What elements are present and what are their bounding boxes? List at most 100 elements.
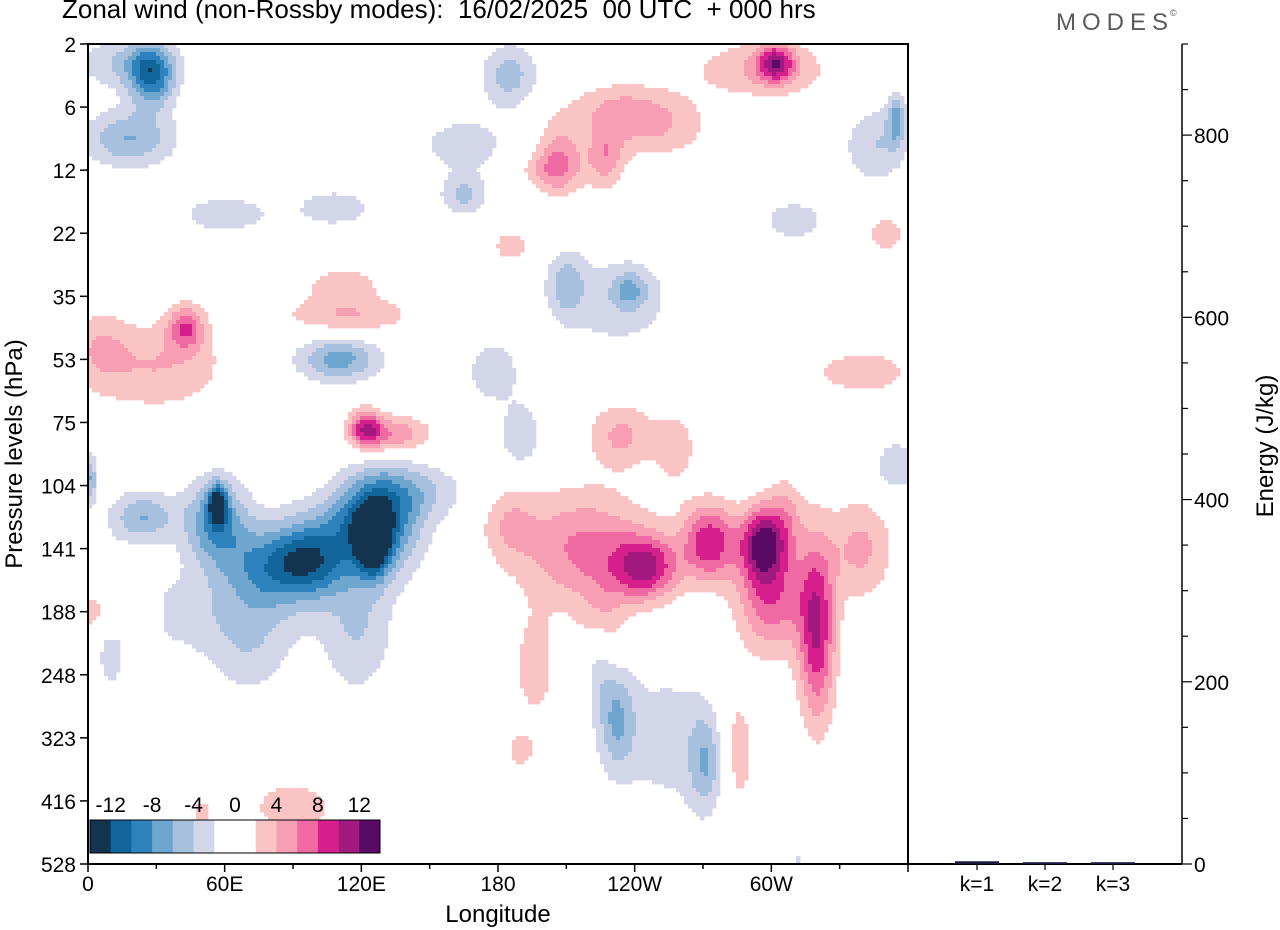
field-cell xyxy=(596,168,601,173)
field-cell xyxy=(520,432,525,437)
field-cell xyxy=(888,364,893,369)
field-cell xyxy=(804,48,809,53)
field-cell xyxy=(500,56,505,61)
field-cell xyxy=(204,360,209,365)
field-cell xyxy=(732,72,737,77)
field-cell xyxy=(468,164,473,169)
field-cell xyxy=(180,64,185,69)
field-cell xyxy=(576,308,581,313)
field-cell xyxy=(108,76,113,81)
field-cell xyxy=(788,44,793,49)
field-cell xyxy=(872,360,877,365)
field-cell xyxy=(352,280,357,285)
field-cell xyxy=(552,272,557,277)
field-cell xyxy=(520,96,525,101)
field-cell xyxy=(684,120,689,125)
field-cell xyxy=(584,132,589,137)
field-cell xyxy=(648,284,653,289)
field-cell xyxy=(900,112,905,117)
field-cell xyxy=(516,56,521,61)
field-cell xyxy=(624,448,629,453)
field-cell xyxy=(556,264,561,269)
field-cell xyxy=(732,48,737,53)
field-cell xyxy=(548,120,553,125)
field-cell xyxy=(436,144,441,149)
logo-text: MODES xyxy=(1056,9,1175,36)
field-cell xyxy=(404,424,409,429)
field-cell xyxy=(520,64,525,69)
field-cell xyxy=(636,268,641,273)
field-cell xyxy=(632,440,637,445)
field-cell xyxy=(652,144,657,149)
field-cell xyxy=(588,124,593,129)
field-cell xyxy=(728,48,733,53)
field-cell xyxy=(476,144,481,149)
field-cell xyxy=(448,204,453,209)
field-cell xyxy=(580,168,585,173)
field-cell xyxy=(432,148,437,153)
field-cell xyxy=(152,392,157,397)
field-cell xyxy=(856,156,861,161)
field-cell xyxy=(524,68,529,73)
field-cell xyxy=(812,72,817,77)
field-cell xyxy=(108,128,113,133)
field-cell xyxy=(452,132,457,137)
field-cell xyxy=(568,268,573,273)
field-cell xyxy=(848,356,853,361)
field-cell xyxy=(144,356,149,361)
field-cell xyxy=(92,52,97,57)
field-cell xyxy=(676,100,681,105)
field-cell xyxy=(564,132,569,137)
field-cell xyxy=(612,100,617,105)
field-cell xyxy=(512,404,517,409)
field-cell xyxy=(736,52,741,57)
field-cell xyxy=(604,172,609,177)
field-cell xyxy=(588,92,593,97)
field-cell xyxy=(160,60,165,65)
field-cell xyxy=(308,312,313,317)
field-cell xyxy=(156,84,161,89)
field-cell xyxy=(196,388,201,393)
field-cell xyxy=(184,372,189,377)
field-cell xyxy=(192,324,197,329)
field-cell xyxy=(320,368,325,373)
field-cell xyxy=(880,236,885,241)
field-cell xyxy=(740,52,745,57)
field-cell xyxy=(764,68,769,73)
field-cell xyxy=(796,84,801,89)
field-cell xyxy=(600,296,605,301)
field-cell xyxy=(144,388,149,393)
field-cell xyxy=(576,140,581,145)
field-cell xyxy=(536,160,541,165)
field-cell xyxy=(632,108,637,113)
field-cell xyxy=(544,172,549,177)
field-cell xyxy=(188,308,193,313)
field-cell xyxy=(864,140,869,145)
field-cell xyxy=(324,340,329,345)
field-cell xyxy=(600,452,605,457)
field-cell xyxy=(588,276,593,281)
field-cell xyxy=(640,448,645,453)
field-cell xyxy=(140,396,145,401)
field-cell xyxy=(460,180,465,185)
field-cell xyxy=(236,224,241,229)
field-cell xyxy=(344,300,349,305)
field-cell xyxy=(116,84,121,89)
field-cell xyxy=(600,420,605,425)
field-cell xyxy=(156,400,161,405)
field-cell xyxy=(880,144,885,149)
field-cell xyxy=(112,112,117,117)
field-cell xyxy=(684,448,689,453)
field-cell xyxy=(352,208,357,213)
field-cell xyxy=(308,344,313,349)
field-cell xyxy=(492,144,497,149)
field-cell xyxy=(112,68,117,73)
field-cell xyxy=(588,300,593,305)
field-cell xyxy=(104,364,109,369)
field-cell xyxy=(128,88,133,93)
field-cell xyxy=(656,436,661,441)
field-cell xyxy=(636,284,641,289)
field-cell xyxy=(376,364,381,369)
field-cell xyxy=(228,220,233,225)
field-cell xyxy=(600,88,605,93)
